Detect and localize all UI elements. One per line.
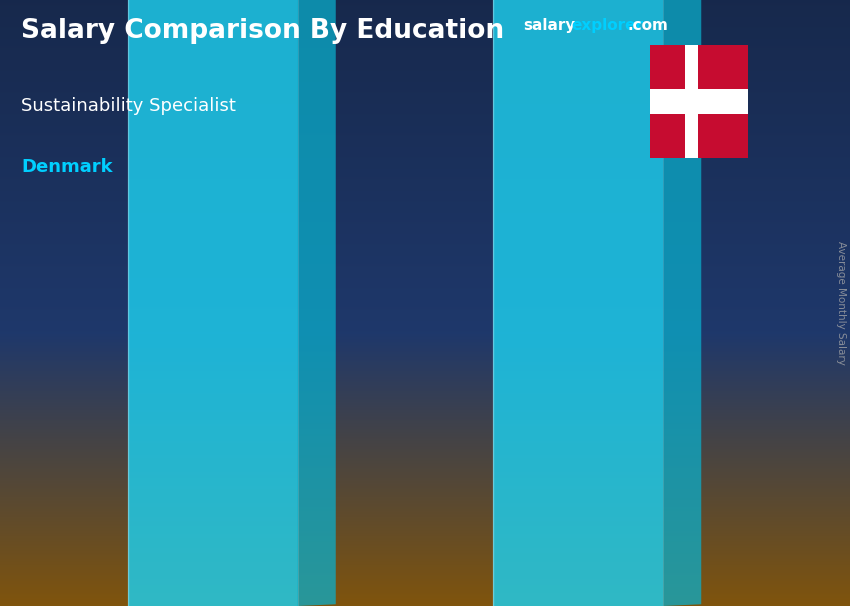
Polygon shape	[298, 0, 336, 606]
Text: .com: .com	[627, 18, 668, 33]
Polygon shape	[493, 0, 663, 606]
Text: salary: salary	[523, 18, 575, 33]
Text: explorer: explorer	[571, 18, 643, 33]
Text: Sustainability Specialist: Sustainability Specialist	[21, 97, 236, 115]
Polygon shape	[650, 90, 748, 113]
Polygon shape	[650, 45, 748, 158]
Text: Denmark: Denmark	[21, 158, 113, 176]
Polygon shape	[663, 0, 701, 606]
Text: Average Monthly Salary: Average Monthly Salary	[836, 241, 846, 365]
Text: Salary Comparison By Education: Salary Comparison By Education	[21, 18, 504, 44]
Polygon shape	[684, 45, 698, 158]
Polygon shape	[128, 0, 298, 606]
